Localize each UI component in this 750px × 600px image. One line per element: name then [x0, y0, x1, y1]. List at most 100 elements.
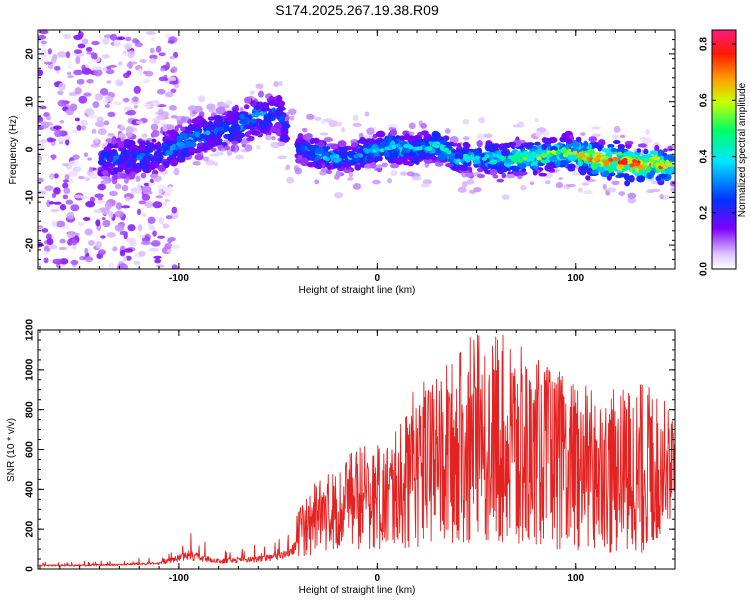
spectrogram-cell	[43, 61, 53, 65]
spectrogram-cell	[137, 224, 143, 232]
spectrogram-cell	[103, 120, 110, 126]
spectrogram-cell	[130, 187, 139, 194]
spectrogram-cell	[520, 185, 527, 191]
spectrogram-cell	[372, 179, 381, 185]
spectrogram-cell	[152, 201, 163, 209]
spectrogram-cell	[138, 142, 146, 151]
spectrogram-cell	[107, 132, 115, 137]
spectrogram-cell	[38, 69, 44, 77]
spectrogram-cell	[96, 199, 105, 204]
spectrogram-cell	[40, 50, 48, 58]
spectrogram-cell	[590, 162, 598, 170]
spectrogram-cell	[97, 128, 107, 136]
spectrogram-cell	[348, 160, 357, 166]
spectrogram-cell	[112, 167, 120, 172]
spectrogram-cell	[348, 171, 354, 178]
spectrogram-cell	[54, 65, 61, 71]
spectrogram-cell	[100, 88, 109, 96]
spectrogram-ytick-label: 20	[25, 48, 36, 60]
spectrogram-cell	[144, 201, 154, 209]
spectrogram-cell	[636, 175, 645, 183]
spectrogram-cell	[105, 69, 115, 75]
spectrogram-cell	[106, 80, 112, 84]
spectrogram-cell	[476, 140, 483, 148]
spectrogram-cell	[128, 172, 136, 180]
spectrogram-peak	[536, 156, 542, 161]
spectrogram-cell	[150, 123, 159, 131]
spectrogram-cell	[591, 126, 601, 130]
spectrogram-cell	[657, 149, 663, 157]
colorbar-tick-label: 0.8	[699, 37, 710, 51]
spectrogram-cell	[141, 193, 151, 201]
snr-ytick-label: 800	[25, 401, 36, 418]
spectrogram-cell	[118, 61, 123, 66]
spectrogram-cell	[158, 216, 164, 225]
spectrogram-cell	[501, 172, 507, 179]
spectrogram-cell	[321, 119, 326, 125]
spectrogram-peak	[374, 147, 380, 152]
spectrogram-cell	[92, 101, 100, 109]
spectrogram-cell	[179, 132, 189, 140]
spectrogram-cell	[411, 175, 422, 181]
spectrogram-cell	[46, 199, 51, 208]
spectrogram-cell	[165, 61, 170, 70]
spectrogram-cell	[216, 106, 226, 114]
spectrogram-cell	[162, 201, 168, 207]
spectrogram-cell	[112, 101, 123, 106]
spectrogram-peak	[434, 144, 440, 149]
snr-ytick-label: 200	[25, 520, 36, 537]
spectrogram-cell	[70, 204, 80, 212]
spectrogram-cell	[104, 201, 112, 210]
spectrogram-peak	[391, 144, 397, 149]
spectrogram-cell	[94, 93, 103, 101]
spectrogram-cell	[119, 249, 126, 257]
spectrogram-cell	[149, 247, 159, 252]
spectrogram-cell	[170, 88, 177, 94]
spectrogram-cell	[151, 239, 161, 247]
spectrogram-cell	[613, 125, 621, 133]
spectrogram-cell	[375, 164, 383, 169]
spectrogram-cell	[627, 192, 637, 199]
spectrogram-peak	[427, 146, 433, 151]
spectrogram-cell	[567, 167, 576, 172]
spectrogram-cell	[196, 115, 204, 123]
spectrogram-cell	[165, 215, 173, 220]
spectrogram-cell	[558, 176, 563, 181]
spectrogram-cell	[387, 177, 392, 184]
spectrogram-cell	[136, 183, 141, 191]
spectrogram-cell	[62, 182, 69, 189]
spectrogram-cell	[166, 249, 172, 253]
spectrogram-cell	[610, 147, 617, 153]
spectrogram-cell	[47, 48, 52, 55]
spectrogram-cell	[578, 187, 583, 193]
spectrogram-cell	[449, 135, 459, 144]
spectrogram-cell	[44, 185, 54, 191]
spectrogram-cell	[197, 95, 206, 103]
spectrogram-cell	[78, 175, 85, 180]
spectrogram-cell	[356, 148, 365, 155]
spectrogram-cell	[251, 130, 261, 136]
spectrogram-cell	[84, 247, 89, 254]
spectrogram-cell	[244, 96, 252, 104]
spectrogram-cell	[108, 64, 117, 68]
spectrogram-cell	[157, 184, 166, 190]
spectrogram-cell	[352, 183, 362, 190]
spectrogram-cell	[135, 175, 141, 182]
spectrogram-cell	[38, 190, 47, 195]
spectrogram-cell	[73, 49, 82, 54]
spectrogram-cell	[492, 174, 499, 179]
spectrogram-cell	[59, 119, 65, 124]
spectrogram-cell	[306, 113, 315, 120]
spectrogram-cell	[669, 180, 675, 187]
colorbar-tick-label: 0.0	[699, 262, 710, 276]
spectrogram-cell	[215, 114, 222, 122]
spectrogram-cell	[74, 117, 80, 122]
spectrogram-cell	[462, 136, 470, 141]
spectrogram-cell	[120, 147, 127, 152]
spectrogram-cell	[501, 149, 510, 157]
snr-ytick-label: 400	[25, 481, 36, 498]
spectrogram-cell	[655, 175, 662, 182]
spectrogram-cell	[650, 188, 661, 193]
spectrogram-cell	[246, 137, 255, 142]
spectrogram-peak	[522, 156, 528, 161]
